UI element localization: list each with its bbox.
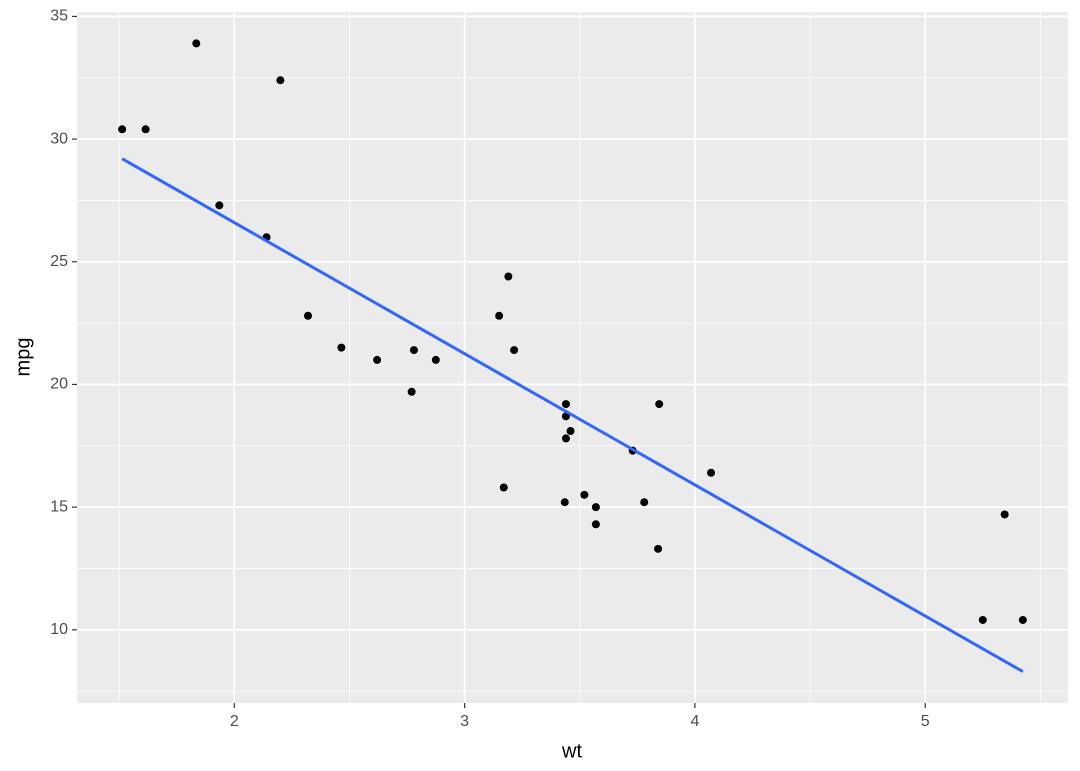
point xyxy=(373,355,382,364)
point xyxy=(561,434,570,443)
point xyxy=(499,483,508,492)
point xyxy=(409,346,418,355)
point xyxy=(510,346,519,355)
point xyxy=(1000,510,1009,519)
y-tick-label: 10 xyxy=(50,621,68,638)
point xyxy=(192,39,201,48)
point xyxy=(566,427,575,436)
y-tick-label: 35 xyxy=(50,8,68,25)
y-axis-title: mpg xyxy=(12,338,34,377)
point xyxy=(504,272,513,281)
point xyxy=(407,387,416,396)
x-tick-label: 5 xyxy=(921,713,930,730)
point xyxy=(118,125,127,134)
point xyxy=(561,400,570,409)
point xyxy=(640,498,649,507)
point xyxy=(655,400,664,409)
x-axis-title: wt xyxy=(561,740,582,762)
plot-panel xyxy=(77,12,1068,703)
y-tick-label: 20 xyxy=(50,376,68,393)
point xyxy=(1018,615,1027,624)
point xyxy=(978,615,987,624)
y-tick-label: 30 xyxy=(50,130,68,147)
y-tick-label: 15 xyxy=(50,498,68,515)
x-tick-label: 4 xyxy=(690,713,699,730)
point xyxy=(654,544,663,553)
point xyxy=(276,76,285,85)
point xyxy=(560,498,569,507)
point xyxy=(431,355,440,364)
point xyxy=(141,125,150,134)
x-tick-label: 3 xyxy=(460,713,469,730)
point xyxy=(580,490,589,499)
point xyxy=(215,201,224,210)
y-tick-label: 25 xyxy=(50,253,68,270)
x-tick-label: 2 xyxy=(230,713,239,730)
point xyxy=(337,343,346,352)
point xyxy=(707,468,716,477)
point xyxy=(495,311,504,320)
point xyxy=(591,520,600,529)
point xyxy=(591,503,600,512)
fit-line xyxy=(121,157,1024,673)
point xyxy=(303,311,312,320)
point xyxy=(561,412,570,421)
